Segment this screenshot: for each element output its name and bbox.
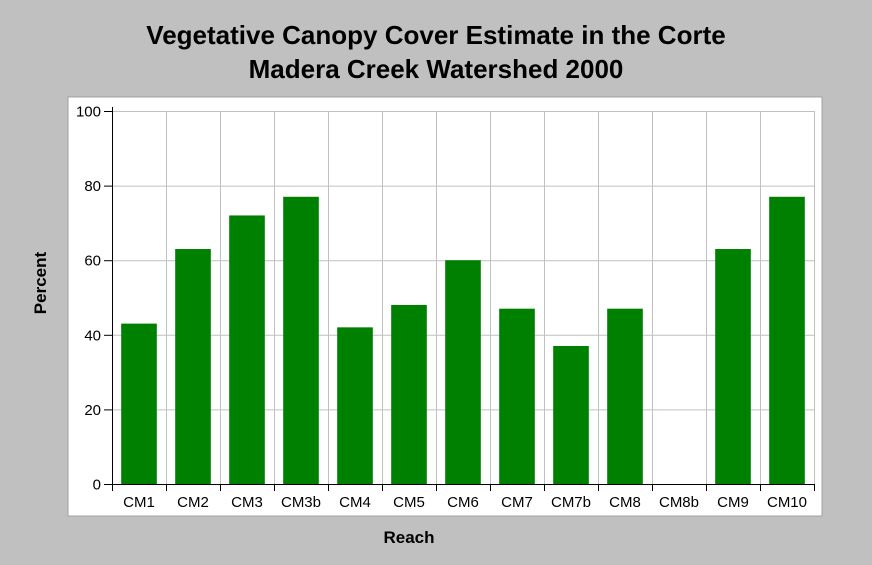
chart-title-line-1: Vegetative Canopy Cover Estimate in the … bbox=[146, 20, 726, 50]
bar-cm3 bbox=[229, 215, 265, 484]
x-tick-label-cm1: CM1 bbox=[123, 494, 155, 511]
x-tick-label-cm7b: CM7b bbox=[551, 494, 591, 511]
x-tick-label-cm8: CM8 bbox=[609, 494, 641, 511]
bar-cm7b bbox=[553, 345, 589, 484]
y-tick-label: 60 bbox=[84, 253, 101, 270]
chart-title-line-2: Madera Creek Watershed 2000 bbox=[248, 54, 624, 84]
bar-cm1 bbox=[121, 323, 157, 484]
bar-cm10 bbox=[769, 196, 805, 485]
bar-cm3b bbox=[283, 196, 319, 485]
x-axis-title: Reach bbox=[383, 528, 434, 547]
y-axis-title: Percent bbox=[31, 251, 50, 314]
y-tick-label: 20 bbox=[84, 402, 101, 419]
x-tick-label-cm6: CM6 bbox=[447, 494, 479, 511]
bar-cm2 bbox=[175, 249, 211, 484]
bar-cm5 bbox=[391, 304, 427, 484]
y-tick-label: 100 bbox=[76, 104, 101, 121]
x-tick-label-cm2: CM2 bbox=[177, 494, 209, 511]
bar-cm9 bbox=[715, 249, 751, 484]
x-tick-label-cm8b: CM8b bbox=[659, 494, 699, 511]
bar-cm6 bbox=[445, 260, 481, 484]
y-tick-label: 0 bbox=[93, 477, 101, 494]
x-tick-label-cm5: CM5 bbox=[393, 494, 425, 511]
bar-cm7 bbox=[499, 308, 535, 484]
bar-cm8 bbox=[607, 308, 643, 484]
x-tick-label-cm3b: CM3b bbox=[281, 494, 321, 511]
x-tick-label-cm7: CM7 bbox=[501, 494, 533, 511]
x-tick-label-cm4: CM4 bbox=[339, 494, 371, 511]
y-tick-label: 80 bbox=[84, 178, 101, 195]
x-tick-label-cm10: CM10 bbox=[767, 494, 807, 511]
bar-cm4 bbox=[337, 327, 373, 484]
x-tick-label-cm3: CM3 bbox=[231, 494, 263, 511]
x-tick-label-cm9: CM9 bbox=[717, 494, 749, 511]
y-tick-label: 40 bbox=[84, 327, 101, 344]
